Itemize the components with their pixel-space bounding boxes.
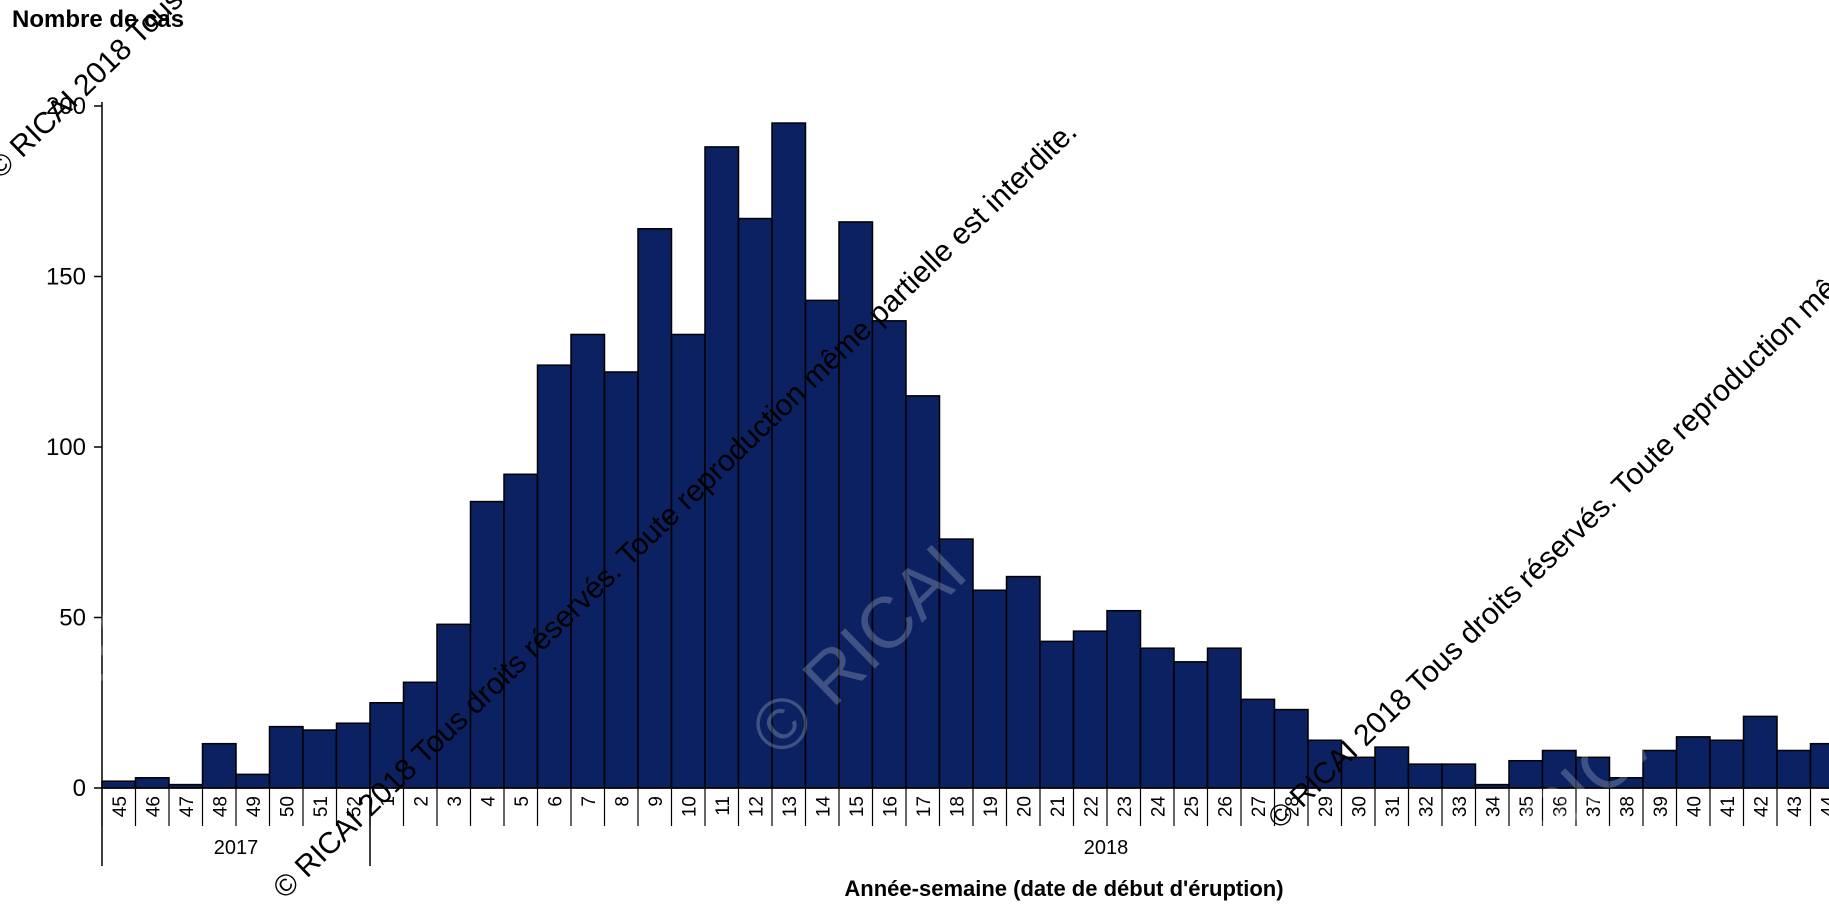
bar-week-48 [203, 744, 237, 788]
bar-week-42 [1744, 716, 1778, 788]
bar-week-25 [1174, 662, 1208, 788]
bar-week-20 [1007, 577, 1041, 788]
x-tick-label: 32 [1416, 796, 1437, 817]
x-tick-label: 25 [1182, 796, 1203, 817]
x-tick-label: 49 [244, 796, 265, 817]
x-tick-label: 22 [1081, 796, 1102, 817]
bar-week-49 [236, 774, 270, 788]
x-tick-label: 3 [445, 796, 466, 807]
x-tick-label: 24 [1148, 796, 1169, 818]
bar-week-27 [1241, 699, 1275, 788]
bar-week-19 [973, 590, 1007, 788]
bar-week-26 [1208, 648, 1242, 788]
bar-week-33 [1442, 764, 1476, 788]
x-tick-label: 2 [411, 796, 432, 807]
x-tick-label: 45 [110, 796, 131, 817]
x-tick-label: 41 [1718, 796, 1739, 817]
x-tick-label: 43 [1785, 796, 1806, 817]
bar-week-41 [1710, 740, 1744, 788]
x-tick-label: 47 [177, 796, 198, 817]
x-tick-label: 40 [1684, 796, 1705, 817]
y-tick-label: 0 [73, 775, 86, 802]
x-tick-label: 4 [478, 796, 499, 807]
x-tick-label: 16 [880, 796, 901, 817]
bar-week-22 [1074, 631, 1108, 788]
y-tick-label: 150 [46, 264, 86, 291]
bar-week-43 [1777, 750, 1811, 788]
x-tick-label: 14 [813, 796, 834, 818]
x-tick-label: 33 [1450, 796, 1471, 817]
bar-week-44 [1811, 744, 1829, 788]
x-tick-label: 6 [545, 796, 566, 807]
x-tick-label: 8 [612, 796, 633, 807]
bar-week-6 [538, 365, 572, 788]
x-tick-label: 17 [914, 796, 935, 817]
bar-week-32 [1409, 764, 1443, 788]
x-tick-label: 23 [1115, 796, 1136, 817]
x-tick-label: 39 [1651, 796, 1672, 817]
bar-week-23 [1107, 611, 1141, 788]
y-tick-label: 100 [46, 434, 86, 461]
x-tick-label: 50 [277, 796, 298, 817]
x-tick-label: 5 [512, 796, 533, 807]
bar-week-50 [270, 727, 304, 788]
x-tick-label: 44 [1818, 796, 1829, 818]
x-tick-label: 10 [679, 796, 700, 817]
x-tick-label: 30 [1349, 796, 1370, 817]
bar-week-10 [672, 334, 706, 788]
x-tick-label: 19 [981, 796, 1002, 817]
bar-week-31 [1375, 747, 1409, 788]
x-tick-label: 48 [210, 796, 231, 817]
x-tick-label: 11 [713, 796, 734, 816]
x-tick-label: 31 [1383, 796, 1404, 817]
x-axis-title: Année-semaine (date de début d'éruption) [844, 876, 1283, 901]
bar-week-24 [1141, 648, 1175, 788]
x-tick-label: 26 [1215, 796, 1236, 817]
x-tick-label: 12 [746, 796, 767, 817]
year-label-2017: 2017 [214, 837, 259, 859]
bar-week-51 [303, 730, 337, 788]
x-tick-label: 21 [1048, 796, 1069, 817]
bar-week-46 [136, 778, 170, 788]
bar-week-21 [1040, 641, 1074, 788]
bar-week-45 [102, 781, 136, 788]
year-label-2018: 2018 [1084, 837, 1129, 859]
x-tick-label: 15 [847, 796, 868, 817]
bar-week-4 [471, 502, 505, 788]
x-tick-label: 51 [311, 796, 332, 817]
x-tick-label: 46 [143, 796, 164, 817]
x-tick-label: 7 [579, 796, 600, 807]
x-tick-label: 18 [947, 796, 968, 817]
x-tick-label: 9 [646, 796, 667, 807]
bar-week-52 [337, 723, 371, 788]
x-tick-label: 20 [1014, 796, 1035, 817]
y-axis-title: Nombre de cas [12, 6, 184, 33]
x-tick-label: 13 [780, 796, 801, 817]
x-tick-label: 42 [1751, 796, 1772, 817]
